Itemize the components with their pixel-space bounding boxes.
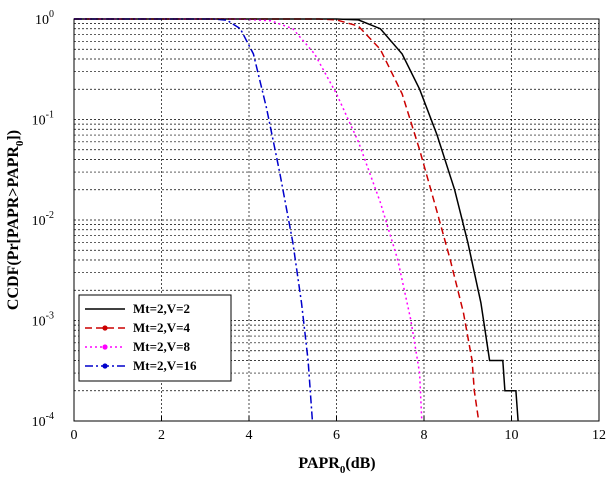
y-tick-exponent: -1: [46, 110, 54, 121]
y-tick-exponent: -2: [46, 210, 54, 221]
y-tick-label: 10-2: [32, 210, 54, 229]
x-tick-label: 6: [333, 428, 340, 443]
y-tick-base: 10: [32, 415, 46, 430]
y-axis-label-main: CCDF(Pr[PAPR>PAPR: [5, 146, 22, 310]
x-tick-label: 2: [158, 428, 165, 443]
x-tick-label: 0: [71, 428, 78, 443]
x-axis-label-main: PAPR: [298, 455, 340, 472]
x-tick-label: 4: [246, 428, 253, 443]
y-tick-base: 10: [32, 114, 46, 129]
y-tick-label: 100: [35, 9, 54, 28]
series-line-2: [74, 18, 480, 422]
series-line-3: [74, 18, 423, 422]
y-tick-exponent: 0: [49, 9, 54, 20]
x-axis-label-unit: (dB): [345, 455, 375, 472]
legend-label-1: Mt=2,V=2: [133, 301, 190, 316]
y-tick-exponent: -3: [46, 311, 54, 322]
legend-label-2: Mt=2,V=4: [133, 320, 191, 335]
x-tick-label: 8: [421, 428, 428, 443]
y-tick-label: 10-1: [32, 110, 54, 129]
y-axis-label: CCDF(Pr[PAPR>PAPR0]): [5, 130, 26, 310]
x-axis-label: PAPR0(dB): [298, 455, 375, 476]
legend-marker-4: [102, 363, 108, 369]
plot-lines: [74, 18, 519, 422]
series-line-1: [74, 18, 519, 422]
legend-marker-2: [102, 325, 108, 331]
series-line-4: [74, 18, 314, 422]
legend-label-4: Mt=2,V=16: [133, 358, 197, 373]
y-tick-exponent: -4: [46, 411, 54, 422]
legend-marker-3: [102, 344, 108, 350]
y-tick-base: 10: [32, 315, 46, 330]
y-tick-label: 10-3: [32, 311, 54, 330]
grid: [74, 19, 599, 421]
x-tick-label: 12: [592, 428, 606, 443]
legend: Mt=2,V=2 Mt=2,V=4 Mt=2,V=8 Mt=2,V=16: [78, 294, 232, 382]
y-tick-base: 10: [35, 13, 49, 28]
x-axis-label-sub: 0: [340, 464, 346, 476]
y-axis-label-sub: 0: [14, 140, 26, 146]
y-tick-base: 10: [32, 214, 46, 229]
legend-label-3: Mt=2,V=8: [133, 339, 191, 354]
y-axis-label-end: ]): [5, 130, 22, 141]
x-tick-label: 10: [505, 428, 519, 443]
y-tick-label: 10-4: [32, 411, 54, 430]
